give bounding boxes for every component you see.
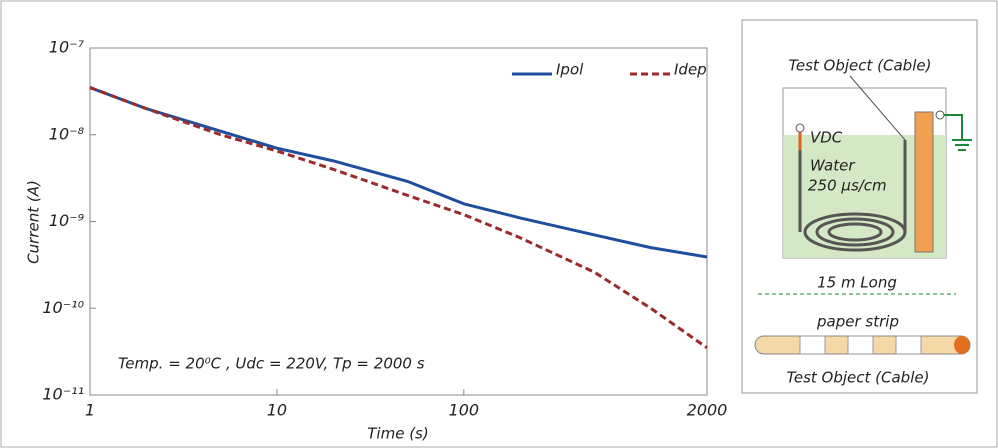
- legend-label: Ipol: [556, 61, 584, 79]
- electrode: [914, 111, 934, 253]
- x-tick-label: 1: [85, 401, 95, 420]
- paper-strips: [799, 335, 922, 355]
- x-tick-label: 10: [267, 401, 287, 420]
- y-tick-label: 10⁻¹¹: [42, 385, 84, 404]
- diagram-label: Test Object (Cable): [789, 57, 932, 75]
- y-axis-label: Current (A): [25, 180, 43, 264]
- diagram-label: paper strip: [816, 313, 899, 331]
- ground: [944, 114, 972, 151]
- coil: [798, 140, 907, 252]
- y-tick-label: 10⁻⁹: [49, 211, 85, 230]
- x-tick-label: 100: [449, 401, 480, 420]
- y-tick-label: 10⁻⁸: [49, 124, 85, 143]
- cable-end: [954, 336, 970, 354]
- diagram-label: VDC: [810, 129, 843, 147]
- annotation: Temp. = 20⁰C , Udc = 220V, Tp = 2000 s: [118, 355, 425, 373]
- x-axis-label: Time (s): [367, 425, 428, 443]
- series-line: [89, 86, 708, 259]
- terminal: [935, 110, 945, 120]
- diagram-label: 15 m Long: [817, 274, 897, 292]
- pointer: [849, 75, 906, 141]
- terminal: [795, 123, 805, 133]
- x-tick-label: 2000: [687, 401, 728, 420]
- series-line: [89, 86, 708, 350]
- y-tick-label: 10⁻¹⁰: [42, 298, 84, 317]
- legend-label: Idep: [674, 61, 707, 79]
- diagram-label: Test Object (Cable): [787, 369, 930, 387]
- diagram-label: Water: [810, 157, 855, 175]
- diagram: Test Object (Cable) VDC Water 250 µs/cm …: [741, 19, 978, 394]
- y-tick-label: 10⁻⁷: [49, 38, 85, 57]
- diagram-label: 250 µs/cm: [808, 177, 887, 195]
